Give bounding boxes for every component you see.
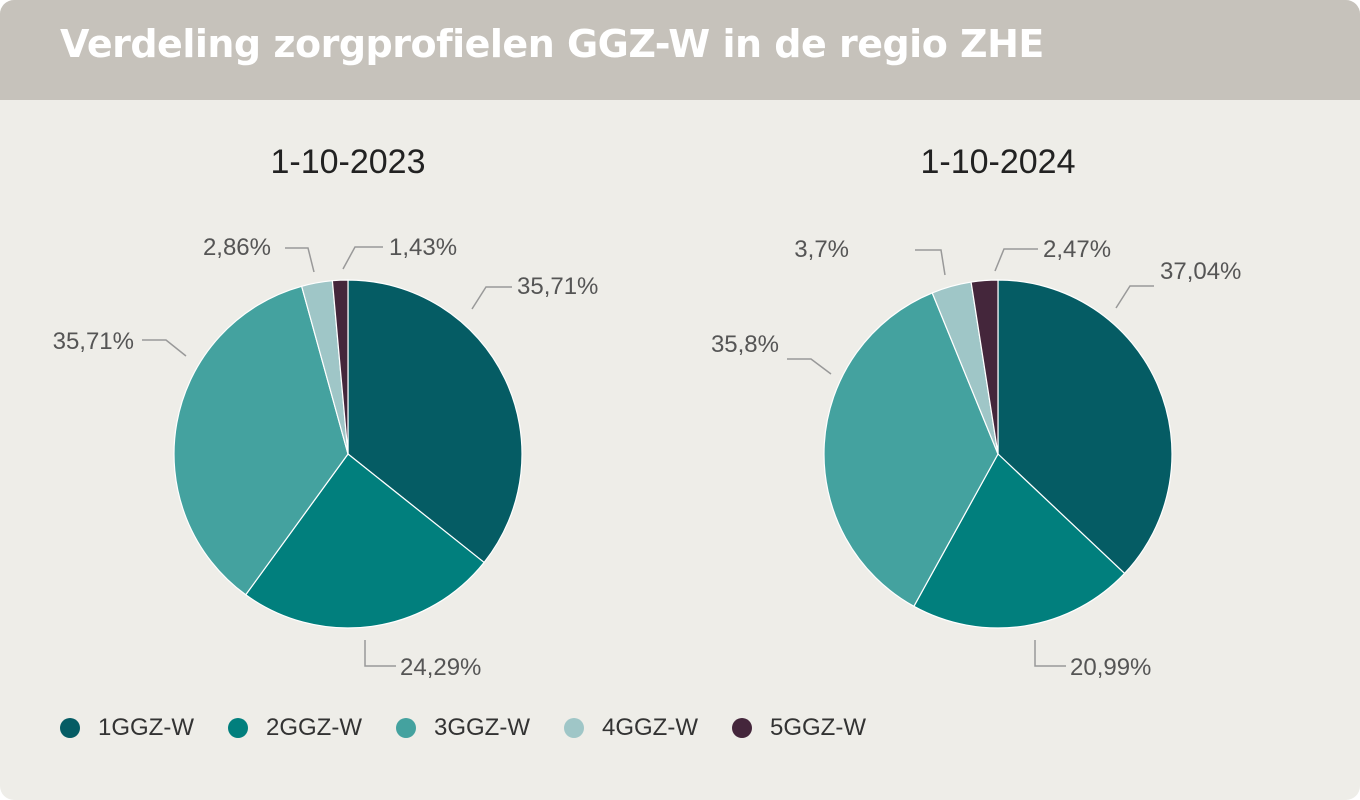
- pie-label-2023-5ggzw: 1,43%: [389, 234, 457, 261]
- pie-slice-1-10-2023-3ggzw: [173, 285, 349, 596]
- legend-label-5ggzw: 5GGZ-W: [770, 714, 866, 741]
- pie-label-2023-4ggzw: 2,86%: [203, 234, 271, 261]
- legend-label-4ggzw: 4GGZ-W: [602, 714, 698, 741]
- legend-item-2ggzw: 2GGZ-W: [228, 714, 362, 742]
- legend-label-2ggzw: 2GGZ-W: [266, 714, 362, 741]
- legend-item-3ggzw: 3GGZ-W: [396, 714, 530, 742]
- header-bar: Verdeling zorgprofielen GGZ-W in de regi…: [0, 0, 1360, 100]
- pie-label-2024-3ggzw: 35,8%: [711, 331, 779, 358]
- chart-legend: 1GGZ-W 2GGZ-W 3GGZ-W 4GGZ-W 5GGZ-W: [60, 710, 900, 746]
- leader-line-1-10-2024-3ggzw: [787, 358, 832, 375]
- pie-slice-1-10-2023-1ggzw: [347, 279, 523, 564]
- pie-label-2023-2ggzw: 24,29%: [400, 654, 481, 681]
- legend-swatch-2ggzw: [228, 718, 248, 738]
- pie-slice-1-10-2023-5ggzw: [331, 279, 349, 455]
- pie-label-2023-3ggzw: 35,71%: [53, 328, 134, 355]
- pie-label-2024-1ggzw: 37,04%: [1160, 258, 1241, 285]
- pie-slice-1-10-2024-5ggzw: [970, 279, 999, 455]
- pie-title-2024: 1-10-2024: [920, 143, 1075, 181]
- pie-slices-2023: [173, 279, 523, 629]
- pie-chart-2024: 1-10-2024 37,04% 20,99% 35,8% 3,7% 2,47%: [711, 143, 1241, 681]
- leader-line-1-10-2024-1ggzw: [1115, 285, 1154, 309]
- pie-title-2023: 1-10-2023: [270, 143, 425, 181]
- pie-leaders-2024: [787, 248, 1154, 667]
- pie-slice-1-10-2024-1ggzw: [997, 279, 1173, 575]
- leader-line-1-10-2023-5ggzw: [342, 246, 383, 270]
- legend-swatch-5ggzw: [732, 718, 752, 738]
- pie-slice-1-10-2023-2ggzw: [244, 453, 485, 629]
- pie-label-2024-5ggzw: 2,47%: [1043, 236, 1111, 263]
- pie-charts: 1-10-2023 35,71% 24,29% 35,71% 2,86% 1,4…: [53, 143, 1242, 681]
- pie-slices-2024: [823, 279, 1173, 629]
- pie-chart-2023: 1-10-2023 35,71% 24,29% 35,71% 2,86% 1,4…: [53, 143, 599, 681]
- legend-item-4ggzw: 4GGZ-W: [564, 714, 698, 742]
- pie-slice-1-10-2024-3ggzw: [823, 292, 999, 608]
- leader-line-1-10-2023-3ggzw: [142, 339, 187, 357]
- pie-label-2024-2ggzw: 20,99%: [1070, 654, 1151, 681]
- legend-item-1ggzw: 1GGZ-W: [60, 714, 194, 742]
- pie-leaders-2023: [142, 246, 512, 667]
- legend-item-5ggzw: 5GGZ-W: [732, 714, 866, 742]
- pie-slice-1-10-2024-2ggzw: [913, 453, 1126, 629]
- legend-label-1ggzw: 1GGZ-W: [98, 714, 194, 741]
- page-title: Verdeling zorgprofielen GGZ-W in de regi…: [60, 22, 1044, 66]
- legend-swatch-4ggzw: [564, 718, 584, 738]
- legend-swatch-3ggzw: [396, 718, 416, 738]
- legend-swatch-1ggzw: [60, 718, 80, 738]
- leader-line-1-10-2024-5ggzw: [994, 248, 1038, 272]
- legend-label-3ggzw: 3GGZ-W: [434, 714, 530, 741]
- pie-label-2023-1ggzw: 35,71%: [517, 273, 598, 300]
- leader-line-1-10-2024-2ggzw: [1034, 640, 1066, 667]
- pie-label-2024-4ggzw: 3,7%: [794, 236, 849, 263]
- leader-line-1-10-2023-2ggzw: [364, 640, 396, 667]
- leader-line-1-10-2023-4ggzw: [285, 247, 315, 273]
- leader-line-1-10-2024-4ggzw: [915, 249, 946, 276]
- leader-line-1-10-2023-1ggzw: [471, 286, 512, 310]
